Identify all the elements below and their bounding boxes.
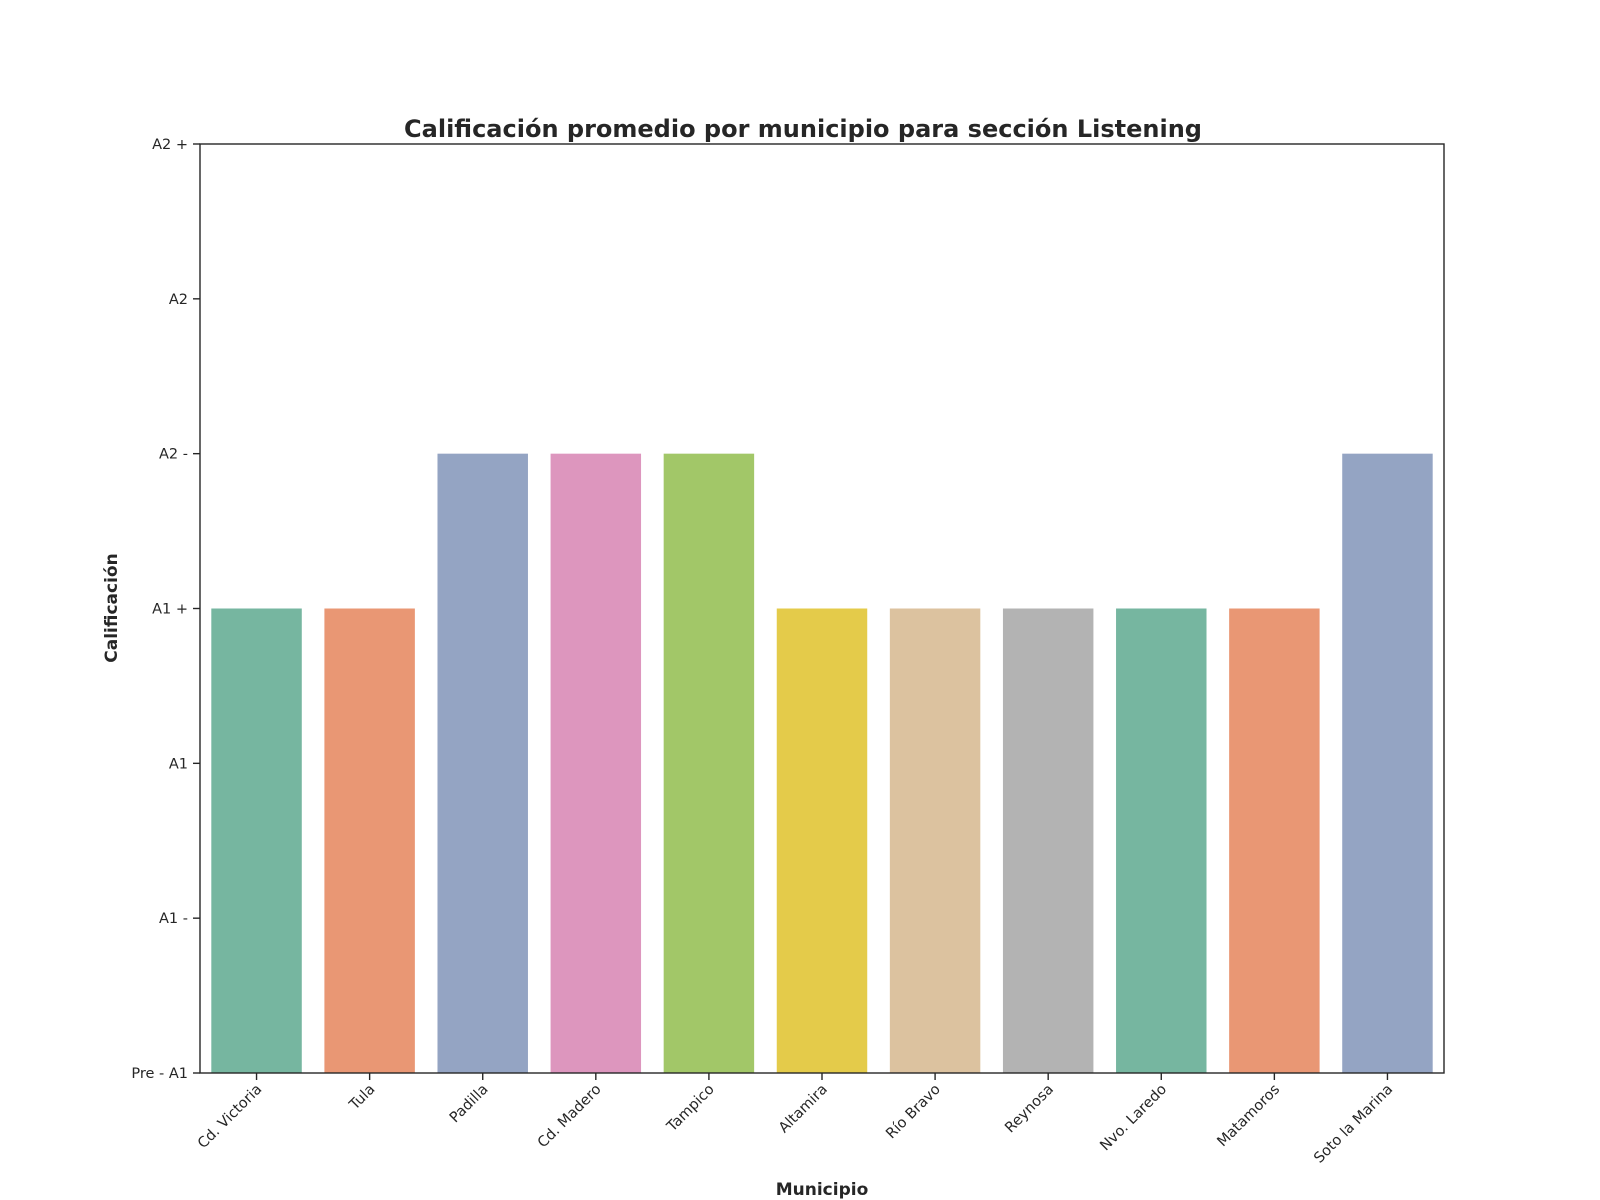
y-tick-label: A1 +: [152, 602, 188, 618]
x-tick-label: Padilla: [447, 1082, 492, 1127]
y-axis-ticks: Pre - A1 A1 - A1 A1 + A2 - A2 A2 +: [131, 137, 200, 1082]
y-tick-label: A1: [169, 756, 188, 772]
bar-4: [550, 453, 642, 1073]
x-tick-label: Reynosa: [1002, 1082, 1057, 1137]
bar-7: [889, 608, 981, 1073]
bar-6: [776, 608, 868, 1073]
bar-11: [1342, 453, 1433, 1073]
bar-10: [1229, 608, 1320, 1073]
x-tick-label: Tampico: [664, 1081, 718, 1135]
bar-1: [211, 608, 302, 1073]
y-tick-label: A2: [169, 292, 188, 308]
bar-8: [1002, 608, 1094, 1073]
chart-title: Calificación promedio por municipio para…: [404, 115, 1202, 143]
x-tick-label: Soto la Marina: [1311, 1082, 1396, 1167]
bar-9: [1116, 608, 1207, 1073]
bar-5: [663, 453, 755, 1073]
bar-2: [324, 608, 415, 1073]
y-axis-label: Calificación: [102, 553, 122, 662]
x-tick-label: Cd. Victoria: [195, 1082, 265, 1152]
y-tick-label: Pre - A1: [131, 1066, 188, 1082]
x-tick-label: Nvo. Laredo: [1097, 1081, 1170, 1154]
y-tick-label: A2 -: [159, 447, 188, 463]
bar-3: [437, 453, 528, 1073]
x-tick-label: Cd. Madero: [535, 1081, 605, 1151]
y-tick-label: A2 +: [152, 137, 188, 153]
x-tick-label: Río Bravo: [883, 1081, 944, 1142]
y-tick-label: A1 -: [159, 911, 188, 927]
x-axis-label: Municipio: [776, 1180, 869, 1200]
x-tick-label: Tula: [346, 1082, 378, 1114]
x-tick-label: Matamoros: [1215, 1082, 1284, 1151]
bars-group: [211, 453, 1433, 1073]
x-axis-ticks: Cd. Victoria Tula Padilla Cd. Madero Tampico…: [195, 1073, 1396, 1167]
x-tick-label: Altamira: [776, 1082, 831, 1137]
